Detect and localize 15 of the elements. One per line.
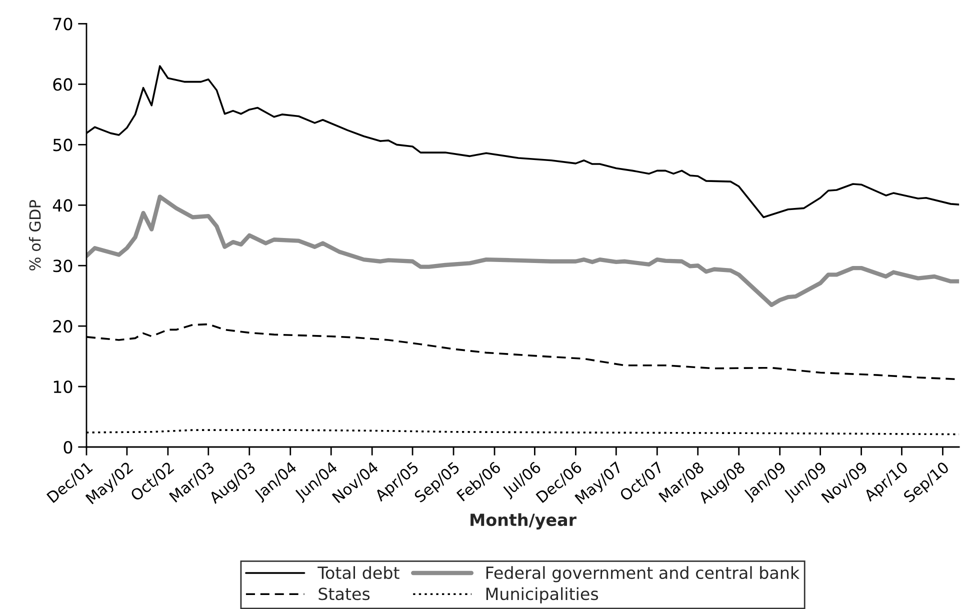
legend-label: Total debt: [318, 566, 400, 580]
y-tick-label: 60: [53, 78, 72, 91]
y-tick-label: 0: [64, 440, 72, 454]
y-tick-label: 70: [53, 18, 72, 30]
y-tick-label: 20: [53, 320, 72, 333]
y-tick-label: 30: [53, 260, 72, 272]
legend-label: Municipalities: [486, 587, 598, 604]
x-axis-title: Month/year: [470, 513, 576, 530]
legend-label: Federal government and central bank: [486, 566, 800, 582]
y-tick-label: 40: [52, 199, 72, 212]
y-axis-title: % of GDP: [28, 200, 41, 270]
y-tick-label: 50: [53, 138, 72, 152]
legend-label: States: [318, 588, 370, 600]
line-series: [86, 194, 960, 307]
y-tick-label: 10: [54, 380, 72, 394]
